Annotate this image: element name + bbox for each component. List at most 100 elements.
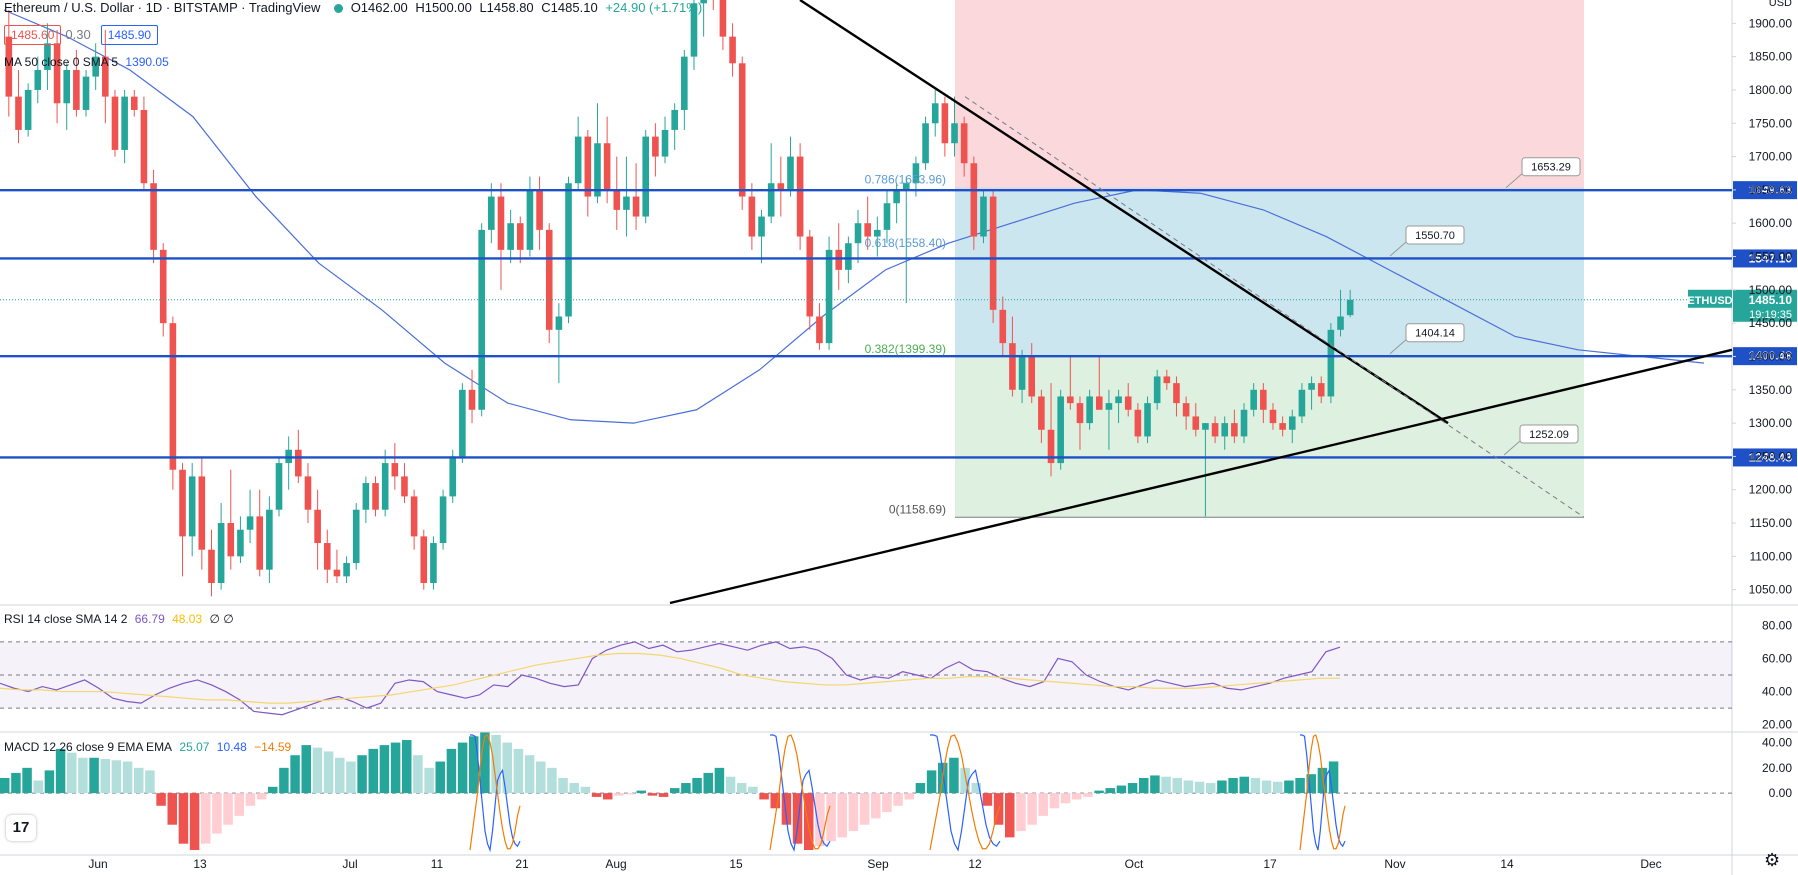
price-tick-label: 1100.00 (1750, 549, 1793, 563)
candle-body (1009, 343, 1016, 390)
macd-legend[interactable]: MACD 12 26 close 9 EMA EMA 25.07 10.48 −… (4, 740, 295, 754)
time-axis[interactable]: Jun 13 Jul 11 21 Aug 15 Sep 12 Oct 17 Nov 14 Dec (88, 857, 1661, 871)
gear-icon[interactable]: ⚙ (1764, 850, 1781, 870)
candle-body (603, 143, 611, 190)
time-tick-label: 12 (968, 857, 982, 871)
candle-body (555, 316, 563, 330)
candle-body (738, 63, 746, 197)
candle-body (497, 196, 505, 250)
candle-body (63, 69, 71, 104)
market-status-icon (334, 4, 344, 14)
candle-body (439, 496, 447, 544)
macd-histogram-bar (1217, 780, 1227, 794)
chart-drawings: 1649.63 1547.10 1400.48 1248.43 ETHUSD 1485.1… (0, 0, 1797, 605)
candle-body (1221, 423, 1229, 437)
candle-body (719, 0, 727, 37)
tradingview-logo[interactable]: 17 (6, 815, 36, 841)
candle-body (526, 189, 534, 250)
macd-histogram-bar (1317, 767, 1328, 794)
callout-pointer (1503, 440, 1521, 456)
price-axis[interactable]: 1900.00 1850.00 1800.00 1750.00 1700.00 1650.… (1732, 0, 1792, 800)
macd-histogram-bar (1094, 790, 1104, 794)
level-price-tag (1733, 181, 1797, 200)
candle-body (1202, 423, 1209, 430)
macd-histogram-bar (1060, 793, 1071, 804)
macd-histogram-bar (89, 757, 99, 794)
macd-histogram-bar (882, 793, 892, 813)
macd-line (1300, 734, 1346, 851)
candle-body (304, 476, 312, 510)
macd-histogram-bar (55, 748, 66, 794)
candle-body (44, 43, 51, 70)
candle-body (362, 483, 370, 510)
macd-histogram-bar (268, 786, 278, 794)
macd-histogram-bar (1228, 777, 1238, 794)
candle-body (1211, 423, 1219, 437)
candle-body (787, 156, 794, 190)
rsi-legend[interactable]: RSI 14 close SMA 14 2 66.79 48.03 ∅ ∅ (4, 612, 238, 626)
rsi-extra: ∅ ∅ (209, 612, 234, 626)
candle-body (198, 476, 206, 550)
macd-histogram-bar (1328, 761, 1339, 794)
ohlc-high: H1500.00 (415, 0, 472, 15)
macd-line (770, 734, 831, 853)
candle-body (1057, 396, 1064, 464)
candle-body (1250, 389, 1257, 410)
candle-body (459, 389, 466, 457)
buy-price-button[interactable]: 1485.90 (100, 25, 159, 45)
macd-histogram-bar (859, 793, 870, 825)
stop-loss-zone (955, 0, 1584, 191)
candle-body (1288, 416, 1296, 430)
candle-body (1076, 403, 1084, 424)
level-price-tag (1733, 347, 1797, 366)
candle-body (565, 183, 572, 317)
macd-histogram-bar (714, 767, 725, 794)
candle-body (1047, 429, 1055, 464)
price-tick-label: 1300.00 (1749, 416, 1793, 430)
candle-body (989, 196, 997, 310)
price-tick-label: 1200.00 (1749, 483, 1793, 497)
rsi-sma-line (0, 652, 1341, 704)
macd-tick-label: 40.00 (1762, 736, 1792, 750)
macd-histogram-bar (167, 793, 177, 825)
candle-body (1067, 396, 1074, 404)
candlestick-series (0, 0, 1705, 853)
symbol-title[interactable]: Ethereum / U.S. Dollar · 1D · BITSTAMP ·… (4, 0, 321, 15)
macd-histogram-bar (670, 788, 680, 794)
callout-label: 1252.09 (1529, 429, 1569, 441)
candle-body (488, 196, 495, 230)
candle-body (333, 569, 341, 577)
macd-histogram-bar (1049, 793, 1060, 809)
time-tick-label: Oct (1125, 857, 1144, 871)
sell-price-button[interactable]: 1485.60 (4, 25, 62, 45)
symbol-tag-label: ETHUSD (1687, 295, 1732, 307)
countdown-label: 19:19:35 (1749, 309, 1792, 321)
callout-pointer (1389, 241, 1407, 257)
candle-body (275, 463, 283, 510)
rsi-tick-label: 20.00 (1762, 718, 1792, 732)
candle-body (1086, 396, 1093, 424)
macd-histogram-bar (547, 767, 557, 794)
macd-histogram-bar (915, 783, 926, 794)
macd-histogram-bar (636, 790, 646, 794)
candle-body (266, 509, 273, 570)
callout-box (1521, 157, 1581, 177)
ma-legend[interactable]: MA 50 close 0 SMA 5 1390.05 (4, 55, 173, 69)
candle-body (15, 96, 22, 130)
candle-body (159, 249, 167, 324)
macd-histogram-bar (424, 767, 434, 794)
candle-body (256, 516, 264, 570)
candle-body (34, 69, 42, 90)
candle-body (613, 189, 621, 210)
candle-body (102, 56, 109, 97)
candle-body (767, 183, 775, 217)
time-tick-label: 14 (1500, 857, 1514, 871)
macd-histogram-bar (346, 761, 356, 794)
callout-label: 1404.14 (1415, 328, 1455, 340)
candle-body (92, 56, 99, 77)
macd-histogram-bar (603, 793, 613, 800)
macd-histogram-bar (524, 755, 535, 794)
rsi-tick-label: 60.00 (1762, 651, 1792, 665)
macd-histogram-bar (759, 793, 769, 800)
